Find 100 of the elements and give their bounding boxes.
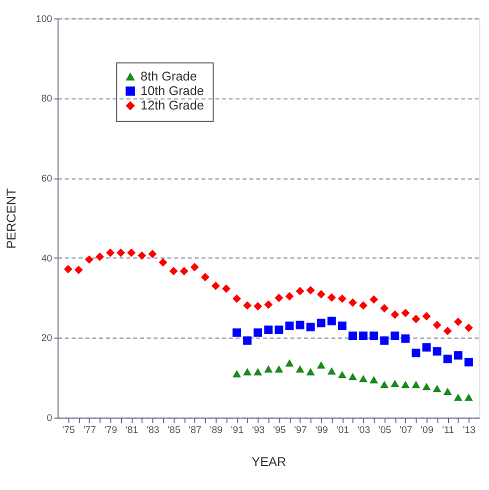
point <box>316 361 326 369</box>
point <box>359 301 368 310</box>
point <box>148 250 157 258</box>
x-tick-label: '97 <box>294 424 307 436</box>
x-axis-title: YEAR <box>252 454 286 469</box>
point <box>390 310 400 319</box>
point <box>443 354 452 364</box>
x-tick-label: '01 <box>336 424 350 436</box>
point <box>401 334 410 343</box>
point <box>264 326 273 334</box>
point <box>443 388 452 395</box>
point <box>422 382 431 390</box>
x-tick-label: '05 <box>378 424 392 436</box>
x-tick-label: '13 <box>462 424 476 436</box>
y-tick-label: 20 <box>41 333 53 344</box>
point <box>390 380 400 387</box>
point <box>432 384 442 392</box>
x-tick-label: '07 <box>400 424 412 436</box>
point <box>401 308 410 318</box>
x-tick-label: '77 <box>83 424 96 436</box>
point <box>306 286 315 295</box>
point <box>211 282 220 290</box>
point <box>422 312 431 320</box>
point <box>200 272 210 282</box>
point <box>84 255 94 264</box>
point <box>412 314 420 324</box>
point <box>316 318 326 328</box>
point <box>454 318 462 326</box>
point <box>306 368 315 376</box>
point <box>327 367 336 375</box>
x-tick-label: '83 <box>146 424 160 436</box>
point <box>359 374 368 382</box>
point <box>296 365 304 373</box>
legend-label: 8th Grade <box>140 69 197 84</box>
point <box>306 322 315 332</box>
legend-label: 12th Grade <box>140 98 204 113</box>
point <box>106 248 115 257</box>
x-tick-label: '85 <box>168 424 181 436</box>
point <box>370 295 378 304</box>
point <box>422 343 431 352</box>
point <box>264 365 273 373</box>
point <box>285 322 294 330</box>
point <box>327 316 336 326</box>
y-tick-label: 0 <box>46 413 53 424</box>
point <box>454 351 462 360</box>
point <box>412 348 420 358</box>
point <box>127 248 136 257</box>
point <box>64 264 72 274</box>
point <box>274 294 284 302</box>
y-tick-label: 60 <box>41 174 53 185</box>
point <box>222 284 230 293</box>
point <box>464 358 473 366</box>
point <box>338 322 346 330</box>
point <box>464 324 473 332</box>
point <box>432 320 442 330</box>
point <box>432 347 442 356</box>
point <box>464 394 473 401</box>
point <box>254 328 262 337</box>
point <box>254 368 262 376</box>
point <box>454 394 462 401</box>
x-tick-label: '11 <box>442 424 454 436</box>
point <box>390 332 400 340</box>
x-tick-label: '79 <box>104 424 118 436</box>
point <box>243 368 252 376</box>
point <box>74 266 83 274</box>
x-tick-label: '03 <box>357 424 370 436</box>
x-tick-label: '81 <box>126 424 138 436</box>
point <box>348 298 357 307</box>
x-tick-label: '09 <box>420 424 434 436</box>
y-tick-label: 40 <box>41 253 53 264</box>
point <box>169 266 178 276</box>
point <box>296 286 304 296</box>
point <box>338 370 346 378</box>
y-tick-label: 80 <box>41 94 53 105</box>
point <box>96 252 104 261</box>
point <box>380 380 389 388</box>
point <box>370 376 378 384</box>
point <box>380 336 389 345</box>
point <box>264 300 273 309</box>
point <box>370 332 378 340</box>
y-tick-label: 100 <box>36 14 53 25</box>
point <box>116 248 126 257</box>
point <box>190 262 199 272</box>
point <box>296 320 304 330</box>
point <box>285 359 294 367</box>
point <box>243 336 252 345</box>
point <box>359 332 368 340</box>
x-tick-label: '89 <box>210 424 223 436</box>
point <box>138 251 146 260</box>
point <box>401 380 410 388</box>
point <box>180 266 188 276</box>
point <box>243 301 252 310</box>
y-axis-title: PERCENT <box>4 188 18 249</box>
x-tick-label: '87 <box>188 424 202 436</box>
point <box>274 326 284 334</box>
point <box>232 294 242 303</box>
point <box>412 380 420 388</box>
point <box>443 326 452 336</box>
legend-label: 10th Grade <box>140 84 204 98</box>
x-tick-label: '99 <box>315 424 328 436</box>
